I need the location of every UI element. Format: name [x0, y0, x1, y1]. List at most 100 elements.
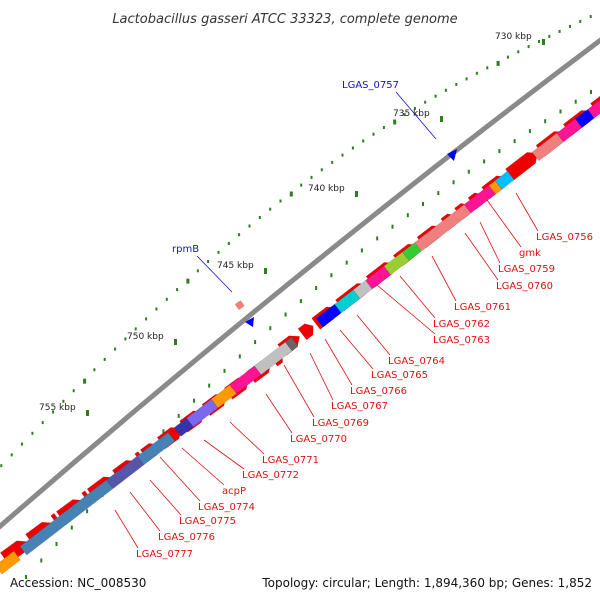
- tick-dot: [258, 216, 261, 219]
- tick-dot: [83, 378, 87, 384]
- tick-dot: [165, 297, 168, 301]
- inner-tick: [40, 558, 43, 563]
- tick-dot: [21, 442, 23, 446]
- tick-dot: [434, 94, 437, 98]
- inner-tick: [86, 509, 89, 514]
- tick-dot: [506, 55, 509, 59]
- label-leader-line: [395, 91, 437, 140]
- tick-dot: [424, 100, 427, 104]
- tick-dot: [413, 106, 416, 110]
- label-leader-line: [515, 192, 539, 232]
- inner-tick: [467, 169, 470, 174]
- inner-tick: [345, 260, 348, 265]
- inner-tick: [406, 213, 409, 218]
- label-leader-line: [431, 255, 457, 302]
- gene-label: LGAS_0769: [312, 418, 369, 429]
- kbp-tick-mark: [440, 116, 443, 122]
- label-leader-line: [309, 352, 334, 401]
- genome-backbone: [0, 37, 600, 530]
- kbp-tick-mark: [174, 339, 177, 345]
- tick-dot: [300, 183, 303, 187]
- tick-dot: [134, 327, 137, 331]
- label-leader-line: [149, 479, 182, 516]
- gene-label: LGAS_0767: [331, 401, 388, 412]
- tick-dot: [196, 269, 199, 273]
- tick-dot: [320, 168, 323, 172]
- inner-tick: [208, 383, 211, 388]
- map-title: Lactobacillus gasseri ATCC 33323, comple…: [112, 12, 457, 27]
- inner-tick: [284, 312, 287, 317]
- feature-block: [0, 550, 21, 575]
- tick-dot: [382, 126, 385, 129]
- tick-dot: [52, 410, 54, 414]
- tick-dot: [403, 113, 406, 117]
- kbp-tick-label: 740 kbp: [308, 184, 345, 194]
- gene-label: LGAS_0772: [242, 470, 299, 481]
- rpm-marker: [234, 300, 245, 310]
- tick-dot: [62, 399, 65, 403]
- gene-label: LGAS_0756: [536, 232, 593, 243]
- genome-summary-text: Topology: circular; Length: 1,894,360 bp…: [261, 576, 592, 590]
- gene-label: LGAS_0766: [350, 386, 407, 397]
- inner-tick: [269, 326, 272, 331]
- kbp-tick-label: 735 kbp: [393, 109, 430, 119]
- gene-label: LGAS_0775: [179, 516, 236, 527]
- label-leader-line: [283, 364, 315, 418]
- tick-dot: [486, 66, 489, 70]
- inner-tick: [315, 286, 318, 290]
- gene-label: LGAS_0759: [498, 264, 555, 275]
- gene-label: rpmB: [172, 244, 199, 255]
- tick-dot: [114, 347, 117, 351]
- feature-block: [414, 204, 472, 252]
- inner-tick: [223, 368, 226, 373]
- rpm-marker: [245, 317, 254, 327]
- tick-dot: [248, 224, 251, 228]
- gene-label: LGAS_0777: [136, 549, 193, 560]
- inner-tick: [238, 354, 241, 359]
- tick-dot: [41, 421, 44, 425]
- inner-tick: [70, 525, 73, 530]
- kbp-tick-mark: [264, 268, 267, 274]
- feature-block: [284, 337, 299, 352]
- tick-dot: [238, 233, 241, 237]
- tick-dot: [10, 453, 13, 457]
- feature-block: [494, 170, 515, 190]
- tick-dot: [444, 88, 447, 92]
- gene-label: LGAS_0765: [371, 370, 428, 381]
- inner-tick: [513, 139, 516, 144]
- tick-dot: [186, 278, 190, 284]
- tick-dot: [465, 77, 468, 81]
- tick-dot: [217, 250, 220, 254]
- label-leader-line: [159, 456, 201, 502]
- inner-tick: [254, 340, 257, 345]
- label-leader-line: [229, 421, 265, 455]
- gene-label: LGAS_0760: [496, 281, 553, 292]
- gene-label: LGAS_0761: [454, 302, 511, 313]
- tick-dot: [124, 337, 127, 341]
- inner-tick: [422, 202, 424, 206]
- label-leader-line: [203, 439, 245, 470]
- label-leader-line: [129, 491, 161, 532]
- inner-tick: [299, 299, 302, 304]
- inner-tick: [360, 248, 363, 253]
- label-leader-line: [339, 329, 374, 370]
- inner-tick: [483, 159, 486, 164]
- label-leader-line: [265, 393, 293, 434]
- kbp-tick-label: 730 kbp: [495, 32, 532, 42]
- gene-label: LGAS_0776: [158, 532, 215, 543]
- tick-dot: [527, 45, 530, 49]
- gene-label: gmk: [519, 248, 541, 259]
- gene-label: LGAS_0771: [262, 455, 319, 466]
- tick-dot: [310, 175, 313, 179]
- inner-tick: [55, 542, 58, 546]
- inner-tick: [177, 413, 180, 418]
- tick-dot: [393, 119, 397, 125]
- gene-label: LGAS_0757: [342, 80, 399, 91]
- inner-tick: [498, 149, 501, 154]
- gene-label: LGAS_0762: [433, 319, 490, 330]
- tick-dot: [548, 34, 551, 38]
- tick-dot: [331, 160, 334, 164]
- inner-tick: [376, 236, 379, 241]
